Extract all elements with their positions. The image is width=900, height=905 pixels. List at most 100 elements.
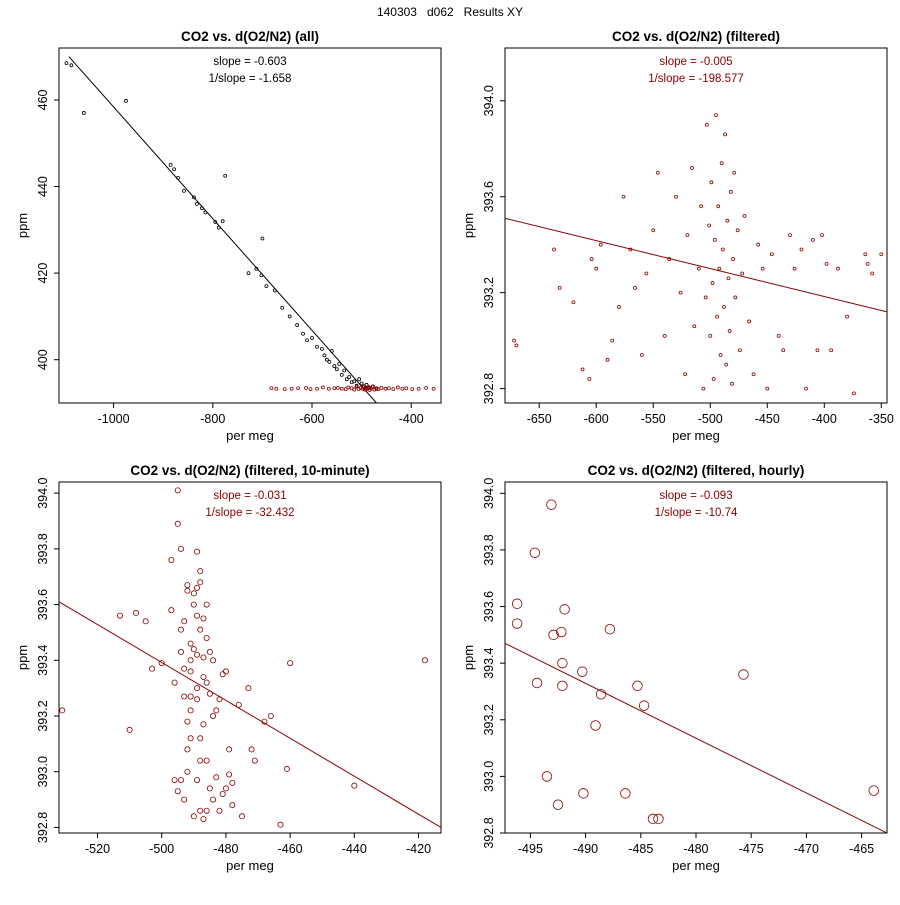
- data-point: [769, 252, 774, 257]
- data-point: [190, 813, 197, 820]
- data-point: [206, 648, 213, 655]
- x-tick-label: -400: [399, 412, 424, 426]
- x-tick-label: -440: [342, 842, 367, 856]
- data-point: [725, 218, 730, 223]
- data-point: [589, 257, 594, 261]
- data-point: [197, 568, 204, 575]
- data-point: [552, 799, 564, 810]
- data-point: [226, 746, 233, 753]
- data-point: [171, 679, 178, 686]
- data-point: [203, 757, 210, 764]
- data-point: [235, 701, 242, 708]
- data-point: [571, 300, 576, 305]
- data-point: [168, 162, 173, 167]
- y-tick-label: 393.6: [36, 589, 50, 620]
- data-point: [272, 288, 277, 293]
- data-point: [327, 359, 332, 364]
- x-tick-label: -480: [683, 842, 708, 856]
- data-point: [733, 295, 738, 300]
- data-point: [651, 228, 656, 233]
- data-point: [400, 386, 405, 391]
- data-point: [632, 680, 643, 692]
- data-point: [149, 665, 156, 672]
- data-point: [245, 685, 252, 692]
- plot-frame: [504, 481, 888, 834]
- data-point: [177, 777, 184, 784]
- data-point: [610, 338, 615, 343]
- data-point: [715, 314, 719, 319]
- data-point: [577, 666, 588, 677]
- data-point: [187, 668, 194, 675]
- data-point: [194, 696, 201, 703]
- data-point: [184, 718, 191, 725]
- data-point: [206, 690, 213, 697]
- y-tick-label: 394.0: [36, 477, 50, 508]
- data-point: [216, 225, 221, 230]
- y-tick-label: 393.6: [482, 591, 496, 622]
- data-point: [868, 785, 879, 796]
- data-point: [716, 204, 721, 209]
- data-point: [587, 377, 592, 381]
- y-tick-label: 400: [36, 349, 50, 370]
- data-point: [267, 713, 274, 720]
- y-tick-label: 393.2: [482, 277, 496, 308]
- data-point: [219, 791, 226, 798]
- data-point: [638, 700, 650, 711]
- data-point: [719, 161, 724, 166]
- data-point: [792, 266, 797, 271]
- x-tick-label: -490: [573, 842, 598, 856]
- data-point: [332, 386, 337, 391]
- data-point: [628, 247, 633, 252]
- data-point: [229, 779, 236, 786]
- data-point: [197, 626, 204, 633]
- data-point: [696, 266, 701, 271]
- data-point: [229, 802, 236, 809]
- data-point: [322, 353, 327, 358]
- data-point: [639, 353, 644, 357]
- data-point: [280, 305, 285, 310]
- data-point: [351, 782, 358, 789]
- data-point: [756, 242, 761, 247]
- data-point: [203, 635, 210, 642]
- data-point: [747, 319, 751, 324]
- data-point: [728, 190, 733, 194]
- data-point: [732, 170, 737, 175]
- data-point: [260, 236, 265, 241]
- data-point: [184, 582, 191, 589]
- data-point: [339, 372, 344, 377]
- data-point: [685, 233, 690, 237]
- panel-4: CO2 vs. d(O2/N2) (filtered, hourly) slope…: [461, 463, 888, 873]
- x-tick-label: -400: [812, 412, 837, 426]
- data-point: [181, 618, 188, 625]
- data-point: [304, 385, 308, 390]
- data-point: [347, 375, 352, 379]
- data-point: [760, 266, 765, 271]
- data-point: [531, 677, 543, 689]
- data-point: [604, 623, 616, 635]
- inverse-slope-annotation: 1/slope = -1.658: [209, 73, 292, 85]
- data-point: [203, 679, 210, 686]
- data-point: [334, 367, 339, 372]
- data-point: [352, 387, 357, 392]
- data-point: [315, 344, 319, 349]
- y-axis-label: ppm: [461, 213, 476, 238]
- x-tick-label: -1000: [98, 412, 130, 426]
- data-point: [277, 821, 284, 828]
- data-point: [332, 364, 337, 369]
- data-point: [559, 604, 570, 615]
- data-point: [339, 386, 344, 391]
- data-point: [174, 520, 181, 527]
- x-tick-label: -465: [849, 842, 874, 856]
- data-point: [197, 579, 204, 586]
- data-point: [708, 333, 713, 338]
- y-tick-label: 394.0: [482, 478, 496, 509]
- x-tick-label: -485: [628, 842, 653, 856]
- data-point: [815, 348, 820, 353]
- x-tick-label: -470: [794, 842, 819, 856]
- data-point: [703, 295, 708, 300]
- data-point: [210, 713, 217, 720]
- plot-frame: [58, 47, 442, 404]
- data-point: [346, 385, 351, 390]
- data-point: [391, 387, 396, 392]
- x-tick-label: -450: [755, 412, 780, 426]
